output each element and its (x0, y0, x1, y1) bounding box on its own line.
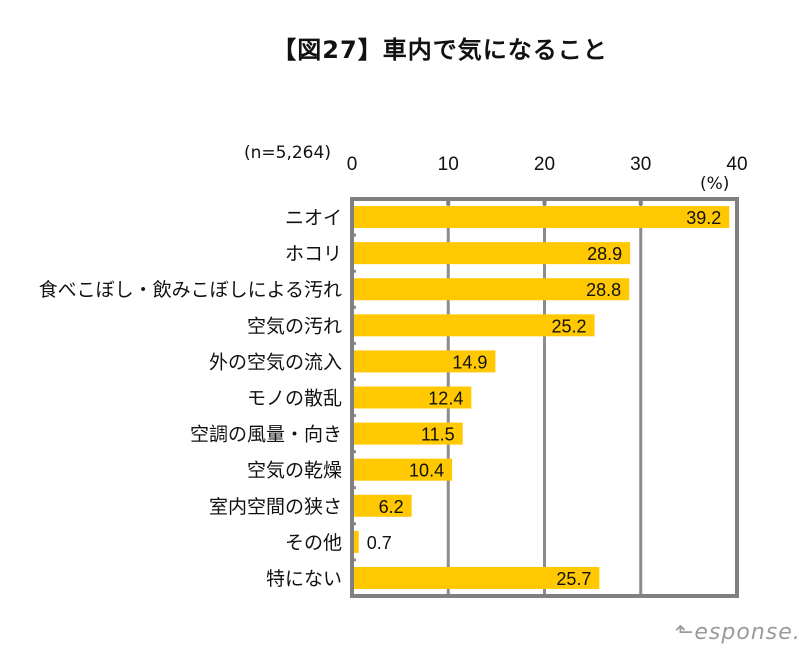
category-label: その他 (285, 532, 342, 554)
bar (354, 242, 631, 265)
bar (354, 386, 472, 409)
data-label: 12.4 (428, 389, 463, 409)
x-tick-label: 40 (726, 154, 747, 175)
bar (354, 314, 595, 337)
data-label: 10.4 (409, 461, 444, 481)
data-label: 28.8 (586, 280, 621, 300)
x-tick-label: 10 (438, 154, 459, 175)
bar (354, 206, 730, 229)
x-tick-label: 30 (630, 154, 651, 175)
bar (354, 422, 463, 445)
category-label: 特にない (266, 568, 342, 590)
x-tick-label: 0 (347, 154, 358, 175)
data-label: 14.9 (452, 352, 487, 372)
category-label: ニオイ (285, 207, 342, 229)
category-label: 空気の汚れ (247, 315, 342, 337)
bar (354, 278, 630, 301)
chart-title: 【図27】車内で気になること (272, 36, 608, 64)
bar (354, 350, 496, 373)
data-label: 39.2 (686, 208, 721, 228)
data-label: 28.9 (587, 244, 622, 264)
sample-size-note: (n=5,264) (244, 143, 331, 163)
data-label: 6.2 (379, 497, 404, 517)
bar (354, 566, 600, 589)
data-label: 0.7 (367, 533, 392, 553)
data-label: 25.7 (556, 569, 591, 589)
data-label: 11.5 (421, 425, 455, 445)
logo-text: esponse. (694, 620, 800, 645)
unit-label: (%) (700, 174, 730, 194)
category-label: 室内空間の狭さ (209, 496, 342, 518)
bar (354, 530, 359, 553)
bar (354, 494, 412, 517)
category-label: ホコリ (285, 243, 342, 265)
bar (354, 458, 453, 481)
category-label: 空調の風量・向き (190, 424, 342, 446)
x-tick-label: 20 (534, 154, 555, 175)
category-label: 空気の乾燥 (247, 460, 342, 482)
data-label: 25.2 (552, 316, 587, 336)
category-label: 食べこぼし・飲みこぼしによる汚れ (39, 279, 342, 301)
category-label: 外の空気の流入 (209, 351, 342, 373)
response-logo: ⬑esponse. (675, 620, 800, 645)
category-label: モノの散乱 (247, 388, 342, 410)
logo-arrow-icon: ⬑ (675, 620, 695, 645)
